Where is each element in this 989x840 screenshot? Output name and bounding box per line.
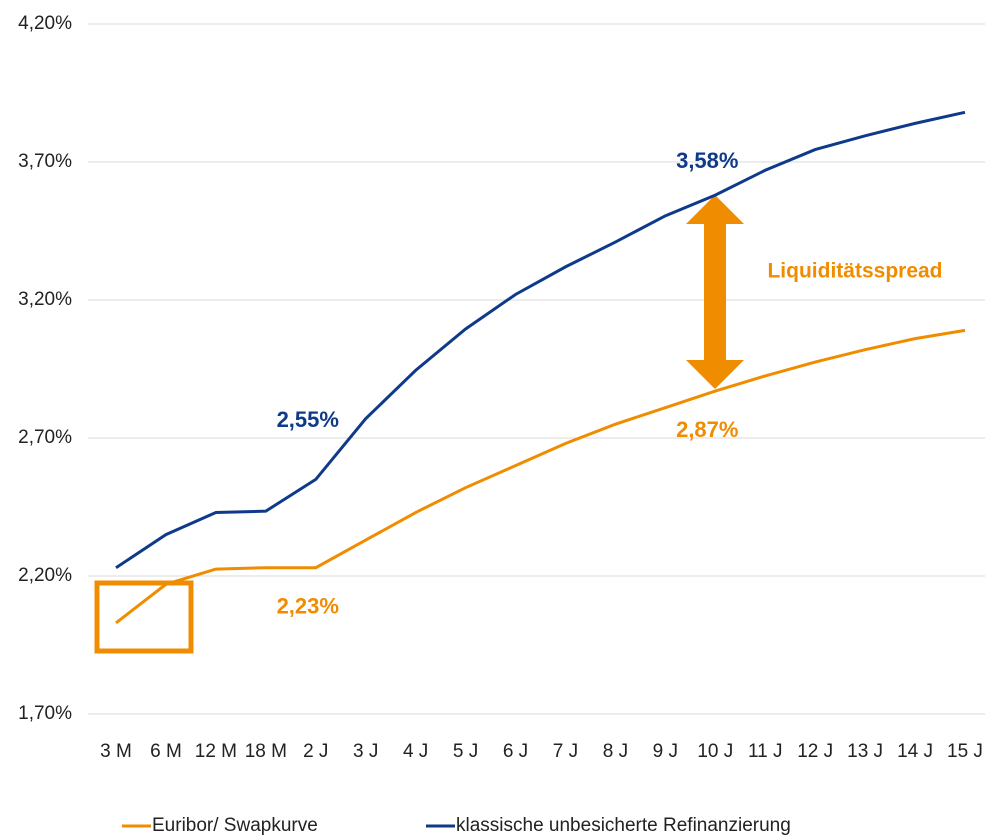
y-tick-label: 3,20% <box>18 289 72 310</box>
x-tick-label: 18 M <box>245 741 287 762</box>
value-label: 2,87% <box>676 417 738 442</box>
annotation: Liquiditätsspread <box>767 260 942 283</box>
x-tick-label: 12 M <box>195 741 237 762</box>
series-line <box>115 328 966 625</box>
x-tick-label: 7 J <box>553 741 578 762</box>
x-tick-label: 9 J <box>653 741 678 762</box>
x-tick-label: 4 J <box>403 741 428 762</box>
x-tick-label: 5 J <box>453 741 478 762</box>
x-tick-label: 3 J <box>353 741 378 762</box>
x-tick-label: 6 M <box>150 741 182 762</box>
x-tick-label: 2 J <box>303 741 328 762</box>
x-tick-label: 3 M <box>100 741 132 762</box>
value-label: 3,58% <box>676 148 738 173</box>
series-line <box>115 110 966 569</box>
x-tick-label: 12 J <box>797 741 833 762</box>
x-tick-label: 8 J <box>603 741 628 762</box>
y-tick-label: 4,20% <box>18 13 72 34</box>
x-tick-label: 14 J <box>897 741 933 762</box>
x-tick-label: 13 J <box>847 741 883 762</box>
value-label: 2,55% <box>277 407 339 432</box>
y-tick-label: 2,20% <box>18 565 72 586</box>
y-tick-label: 3,70% <box>18 151 72 172</box>
x-tick-label: 15 J <box>947 741 983 762</box>
y-tick-label: 2,70% <box>18 427 72 448</box>
legend-label: Euribor/ Swapkurve <box>152 815 318 836</box>
x-tick-label: 10 J <box>697 741 733 762</box>
value-label: 2,23% <box>277 594 339 619</box>
highlight-box <box>94 580 194 654</box>
x-tick-label: 11 J <box>748 741 783 762</box>
legend-label: klassische unbesicherte Refinanzierung <box>456 815 791 836</box>
spread-arrow <box>686 195 744 389</box>
x-tick-label: 6 J <box>503 741 528 762</box>
y-tick-label: 1,70% <box>18 703 72 724</box>
